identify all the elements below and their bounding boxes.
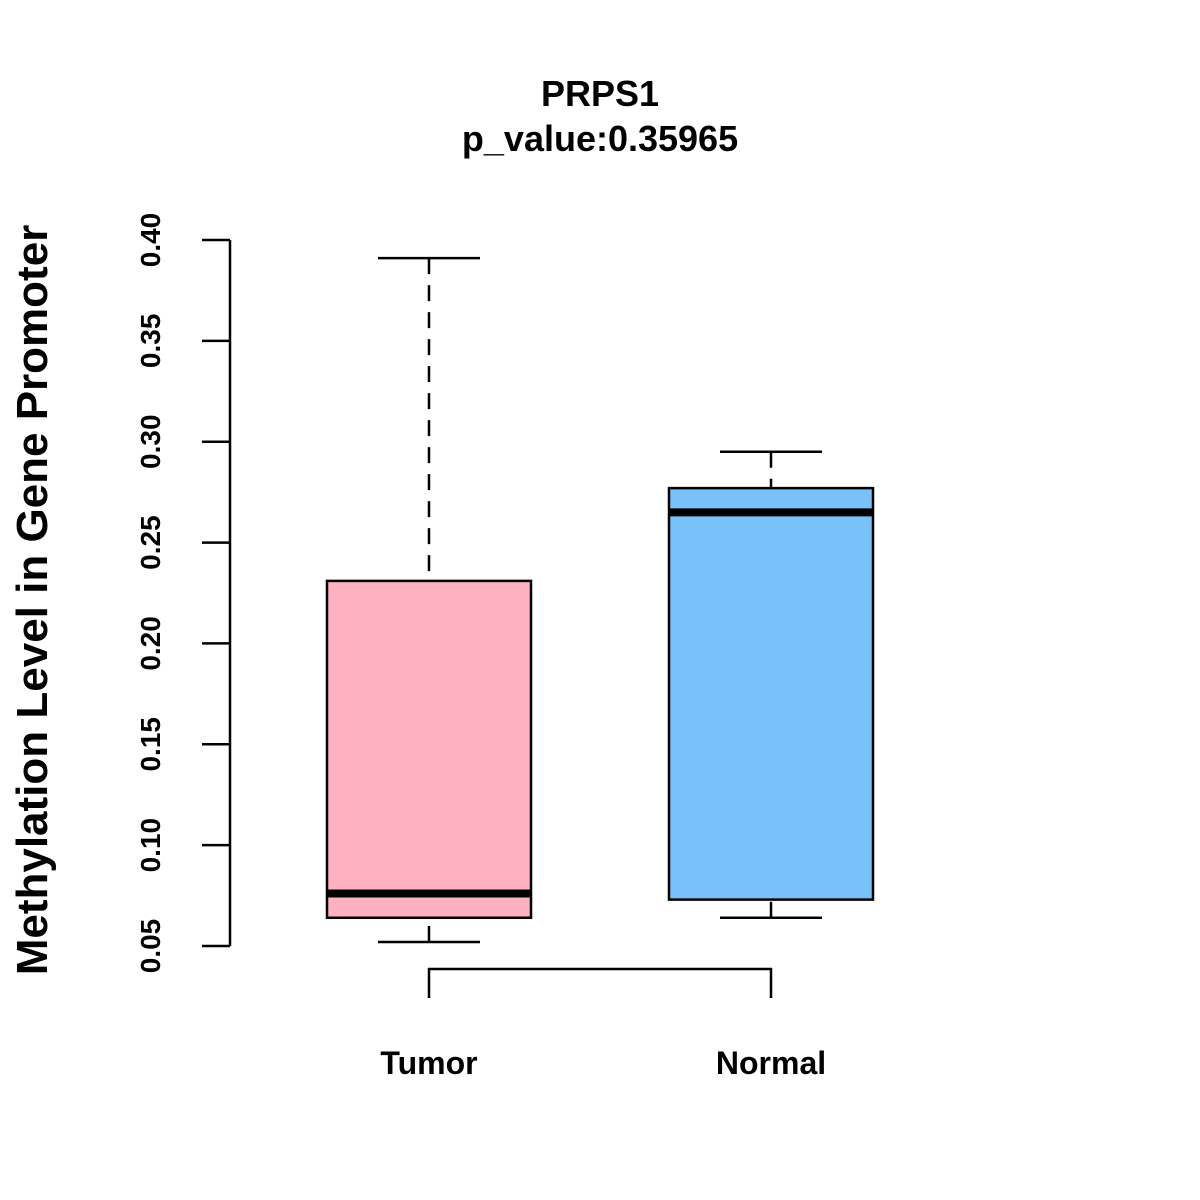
- box-normal: [667, 450, 875, 920]
- y-tick-label: 0.20: [135, 616, 166, 671]
- boxes: [325, 256, 875, 944]
- y-tick-label: 0.30: [135, 414, 166, 469]
- y-axis: 0.05 0.10 0.15 0.20 0.25 0.30 0.35 0.40: [135, 213, 232, 974]
- y-tick-label: 0.40: [135, 213, 166, 268]
- bracket-line: [427, 967, 773, 998]
- y-axis-label: Methylation Level in Gene Promoter: [8, 225, 57, 976]
- iqr-box: [667, 486, 875, 901]
- x-axis-labels: Tumor Normal: [380, 1045, 826, 1081]
- chart-subtitle: p_value:0.35965: [462, 118, 738, 159]
- category-label-normal: Normal: [716, 1045, 826, 1081]
- category-label-tumor: Tumor: [380, 1045, 477, 1081]
- y-tick-label: 0.35: [135, 314, 166, 369]
- y-tick-label: 0.10: [135, 818, 166, 873]
- y-tick-label: 0.05: [135, 919, 166, 974]
- box-tumor: [325, 256, 533, 944]
- y-tick-label: 0.25: [135, 515, 166, 570]
- chart-title: PRPS1: [541, 73, 659, 114]
- y-tick-label: 0.15: [135, 717, 166, 772]
- iqr-box: [325, 579, 533, 920]
- comparison-bracket: [427, 967, 773, 998]
